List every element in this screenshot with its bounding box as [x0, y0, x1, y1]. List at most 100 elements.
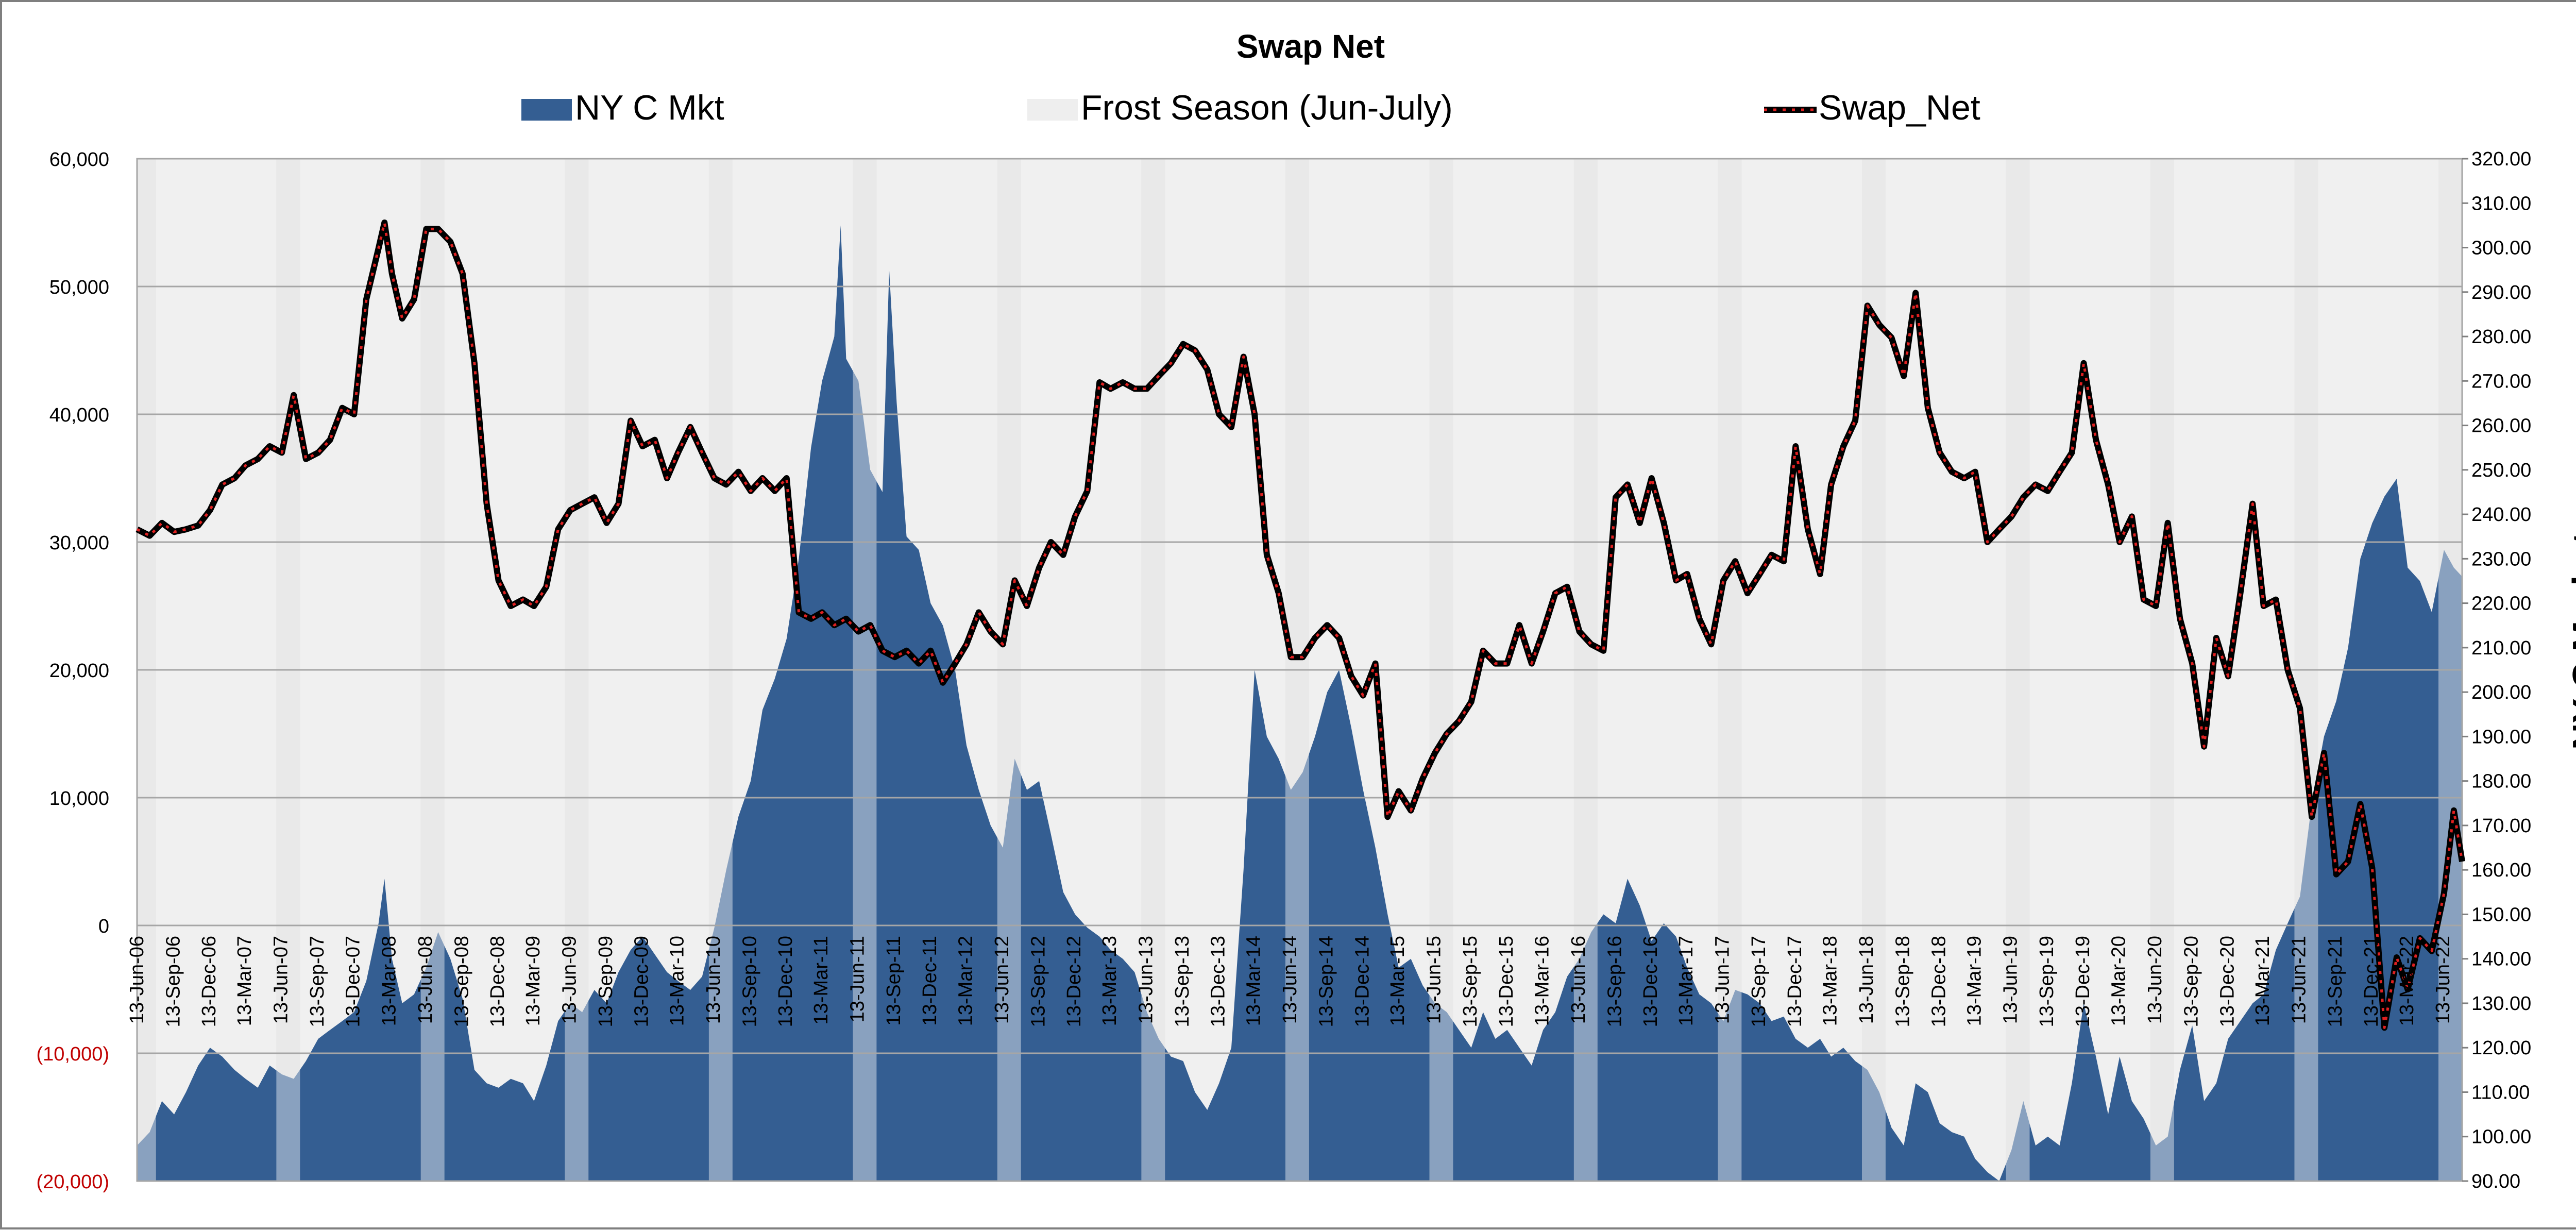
x-tick-label-46: 13-Dec-17: [1784, 936, 1806, 1027]
x-tick-label-43: 13-Mar-17: [1675, 936, 1697, 1026]
x-tick-label-60: 13-Jun-21: [2289, 936, 2310, 1024]
x-tick-label-26: 13-Dec-12: [1063, 936, 1085, 1027]
x-tick-label-39: 13-Mar-16: [1532, 936, 1553, 1026]
x-axis: 13-Jun-06 13-Sep-06 13-Dec-06 13-Mar-07 13-J…: [126, 936, 2454, 1027]
ny-c-mkt-area-layer: [137, 225, 2462, 1181]
right-y-tick-label-7: 160.00: [2471, 860, 2531, 881]
legend: NY C Mkt Frost Season (Jun-July) Swap_Ne…: [521, 88, 1980, 127]
x-tick-label-23: 13-Mar-12: [955, 936, 977, 1026]
x-tick-label-21: 13-Sep-11: [883, 936, 905, 1026]
x-tick-label-22: 13-Dec-11: [919, 936, 941, 1026]
x-tick-label-17: 13-Sep-10: [739, 936, 761, 1027]
right-y-tick-label-14: 230.00: [2471, 548, 2531, 570]
plot-border: [136, 158, 2463, 1182]
left-y-tick-label-1: (10,000): [36, 1043, 109, 1065]
x-tick-label-2: 13-Dec-06: [198, 936, 220, 1027]
right-y-tick-label-1: 100.00: [2471, 1126, 2531, 1148]
x-tick-label-3: 13-Mar-07: [234, 936, 256, 1026]
x-tick-label-4: 13-Jun-07: [270, 936, 292, 1024]
right-y-tick-label-23: 320.00: [2471, 148, 2531, 170]
x-tick-label-8: 13-Jun-08: [415, 936, 436, 1024]
x-tick-label-27: 13-Mar-13: [1099, 936, 1121, 1026]
legend-item-ny-c-mkt: NY C Mkt: [521, 88, 724, 127]
right-y-tick-label-3: 120.00: [2471, 1037, 2531, 1059]
x-tick-label-45: 13-Sep-17: [1748, 936, 1770, 1027]
left-y-tick-label-6: 40,000: [49, 405, 109, 426]
x-tick-label-7: 13-Mar-08: [378, 936, 400, 1026]
right-axis-title: NY C Market: [2566, 532, 2576, 750]
right-y-tick-label-20: 290.00: [2471, 282, 2531, 304]
chart-title: Swap Net: [1236, 28, 1385, 65]
right-y-tick-label-11: 200.00: [2471, 682, 2531, 703]
x-tick-label-30: 13-Dec-13: [1208, 936, 1229, 1027]
x-tick-label-48: 13-Jun-18: [1856, 936, 1877, 1024]
x-tick-label-57: 13-Sep-20: [2181, 936, 2202, 1027]
x-tick-label-33: 13-Sep-14: [1316, 936, 1337, 1027]
x-tick-label-25: 13-Sep-12: [1027, 936, 1049, 1027]
right-y-tick-label-0: 90.00: [2471, 1171, 2520, 1192]
x-tick-label-24: 13-Jun-12: [991, 936, 1013, 1024]
right-y-tick-label-21: 300.00: [2471, 238, 2531, 259]
x-tick-label-61: 13-Sep-21: [2325, 936, 2346, 1027]
right-y-tick-label-10: 190.00: [2471, 726, 2531, 748]
x-tick-label-10: 13-Dec-08: [487, 936, 509, 1027]
x-tick-label-14: 13-Dec-09: [631, 936, 653, 1027]
x-tick-label-42: 13-Dec-16: [1640, 936, 1662, 1027]
x-tick-label-47: 13-Mar-18: [1820, 936, 1841, 1026]
legend-swatch-ny-c-mkt: [521, 99, 572, 121]
right-y-tick-label-2: 110.00: [2471, 1082, 2530, 1103]
swap-net-line-layer: [135, 220, 2465, 1031]
x-tick-label-6: 13-Dec-07: [343, 936, 364, 1027]
legend-item-frost-season: Frost Season (Jun-July): [1027, 88, 1453, 127]
legend-item-swap-net: Swap_Net: [1764, 88, 1980, 127]
right-y-tick-label-5: 140.00: [2471, 949, 2531, 970]
legend-label-frost-season: Frost Season (Jun-July): [1081, 88, 1453, 127]
x-tick-label-13: 13-Sep-09: [595, 936, 617, 1027]
x-tick-label-58: 13-Dec-20: [2216, 936, 2238, 1027]
x-tick-label-63: 13-Mar-22: [2396, 936, 2418, 1026]
x-tick-label-38: 13-Dec-15: [1496, 936, 1517, 1027]
right-y-tick-label-19: 280.00: [2471, 326, 2531, 348]
x-tick-label-49: 13-Sep-18: [1892, 936, 1914, 1027]
x-tick-label-32: 13-Jun-14: [1279, 936, 1301, 1024]
left-y-tick-label-0: (20,000): [36, 1171, 109, 1193]
x-tick-label-29: 13-Sep-13: [1172, 936, 1193, 1027]
x-tick-label-9: 13-Sep-08: [451, 936, 472, 1027]
right-y-tick-label-17: 260.00: [2471, 415, 2531, 437]
x-tick-label-54: 13-Dec-19: [2072, 936, 2094, 1027]
x-tick-label-20: 13-Jun-11: [847, 936, 869, 1022]
x-tick-label-62: 13-Dec-21: [2361, 936, 2382, 1027]
swap-net-line: [135, 220, 2465, 1031]
right-y-tick-label-22: 310.00: [2471, 193, 2531, 214]
x-tick-label-59: 13-Mar-21: [2252, 936, 2274, 1026]
x-tick-label-0: 13-Jun-06: [126, 936, 148, 1024]
legend-label-ny-c-mkt: NY C Mkt: [575, 88, 724, 127]
legend-label-swap-net: Swap_Net: [1819, 88, 1980, 127]
x-tick-label-1: 13-Sep-06: [162, 936, 184, 1027]
left-y-tick-label-4: 20,000: [49, 660, 109, 682]
ny-c-mkt-area: [137, 225, 2462, 1181]
x-tick-label-56: 13-Jun-20: [2144, 936, 2166, 1024]
x-tick-label-34: 13-Dec-14: [1351, 936, 1373, 1027]
x-tick-label-40: 13-Jun-16: [1568, 936, 1589, 1024]
right-y-tick-label-15: 240.00: [2471, 504, 2531, 526]
right-y-tick-label-4: 130.00: [2471, 993, 2531, 1015]
x-tick-label-50: 13-Dec-18: [1928, 936, 1950, 1027]
left-y-axis: (20,000) (10,000) 0 10,000 20,000 30,000 40,00…: [36, 149, 109, 1193]
x-tick-label-18: 13-Dec-10: [775, 936, 796, 1027]
right-y-tick-label-8: 170.00: [2471, 815, 2531, 837]
x-tick-label-36: 13-Jun-15: [1423, 936, 1445, 1024]
left-y-tick-label-2: 0: [98, 916, 109, 937]
x-tick-label-52: 13-Jun-19: [2000, 936, 2022, 1024]
right-y-tick-label-12: 210.00: [2471, 637, 2531, 659]
x-tick-label-41: 13-Sep-16: [1604, 936, 1625, 1027]
right-y-tick-label-6: 150.00: [2471, 904, 2531, 925]
right-y-tick-label-16: 250.00: [2471, 460, 2531, 481]
x-tick-label-19: 13-Mar-11: [810, 936, 832, 1024]
x-tick-label-31: 13-Mar-14: [1243, 936, 1265, 1026]
x-tick-label-35: 13-Mar-15: [1387, 936, 1409, 1026]
x-tick-label-28: 13-Jun-13: [1136, 936, 1157, 1024]
right-y-tick-label-9: 180.00: [2471, 771, 2531, 793]
